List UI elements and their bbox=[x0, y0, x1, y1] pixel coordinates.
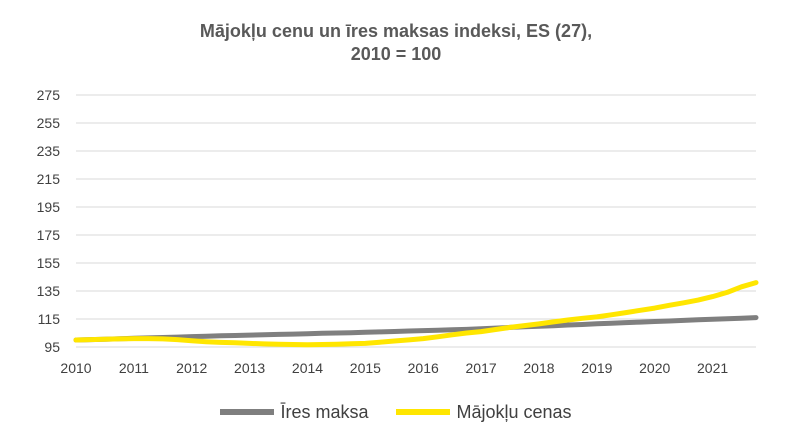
y-tick-label-175: 175 bbox=[37, 227, 61, 243]
legend: Īres maksa Mājokļu cenas bbox=[0, 398, 792, 426]
y-tick-label-195: 195 bbox=[37, 199, 61, 215]
x-tick-label-2018: 2018 bbox=[523, 360, 554, 376]
x-tick-label-2013: 2013 bbox=[234, 360, 265, 376]
x-tick-label-2019: 2019 bbox=[581, 360, 612, 376]
series-line-ires-maksa bbox=[73, 315, 759, 343]
gridlines bbox=[76, 94, 756, 348]
legend-item-majoklu-cenas: Mājokļu cenas bbox=[396, 401, 572, 423]
x-axis-ticks: 2010 2011 2012 2013 2014 2015 2016 2017 2018 2019… bbox=[60, 360, 728, 376]
y-tick-label-215: 215 bbox=[37, 171, 61, 187]
x-tick-label-2012: 2012 bbox=[176, 360, 207, 376]
legend-label-ires-maksa: Īres maksa bbox=[280, 401, 369, 422]
series-line-majoklu-cenas bbox=[73, 280, 759, 348]
legend-swatch-ires-maksa bbox=[220, 409, 275, 415]
y-tick-label-115: 115 bbox=[38, 311, 61, 327]
chart-title-line-1: Mājokļu cenu un īres maksas indeksi, ES … bbox=[199, 21, 593, 41]
y-tick-label-275: 275 bbox=[37, 87, 61, 103]
y-tick-label-255: 255 bbox=[37, 115, 61, 131]
x-tick-label-2014: 2014 bbox=[292, 360, 323, 376]
legend-swatch-majoklu-cenas bbox=[396, 409, 451, 415]
x-tick-label-2010: 2010 bbox=[60, 360, 91, 376]
x-tick-label-2021: 2021 bbox=[697, 360, 728, 376]
y-tick-label-155: 155 bbox=[37, 255, 61, 271]
x-tick-label-2017: 2017 bbox=[466, 360, 497, 376]
series-lines bbox=[73, 280, 759, 348]
y-tick-label-135: 135 bbox=[37, 283, 61, 299]
x-tick-label-2016: 2016 bbox=[408, 360, 439, 376]
chart-title-line-2: 2010 = 100 bbox=[350, 44, 442, 64]
x-tick-label-2020: 2020 bbox=[639, 360, 670, 376]
chart-title: Mājokļu cenu un īres maksas indeksi, ES … bbox=[0, 20, 792, 66]
legend-item-ires-maksa: Īres maksa bbox=[220, 402, 368, 423]
y-tick-label-235: 235 bbox=[37, 143, 61, 159]
y-tick-label-95: 95 bbox=[44, 339, 60, 355]
y-axis-ticks: 95 115 135 155 175 195 215 235 255 275 bbox=[37, 87, 61, 355]
x-tick-label-2011: 2011 bbox=[119, 360, 149, 376]
legend-label-majoklu-cenas: Mājokļu cenas bbox=[456, 401, 572, 422]
x-tick-label-2015: 2015 bbox=[350, 360, 381, 376]
